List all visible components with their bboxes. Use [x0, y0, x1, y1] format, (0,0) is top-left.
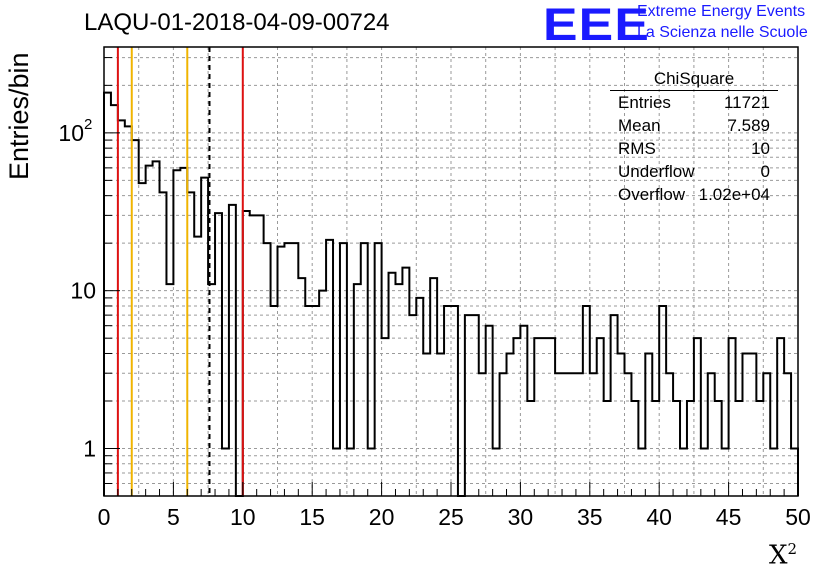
stats-key: Overflow	[618, 185, 686, 204]
x-axis-label-sup: 2	[787, 540, 798, 558]
eee-logo-mark: EEE	[543, 0, 651, 50]
stats-key: Entries	[618, 93, 671, 112]
y-axis-label: Entries/bin	[4, 52, 34, 180]
x-tick-label: 30	[508, 504, 534, 530]
stats-row: RMS 10	[610, 137, 778, 160]
stats-value: 0	[760, 162, 770, 181]
x-tick-label: 5	[167, 504, 180, 530]
x-tick-label: 20	[369, 504, 395, 530]
stats-row: Entries 11721	[610, 91, 778, 114]
logo-line-2: La Scienza nelle Scuole	[637, 24, 808, 41]
x-tick-label: 40	[646, 504, 672, 530]
stats-value: 1.02e+04	[698, 185, 770, 204]
stats-value: 7.589	[727, 116, 770, 135]
x-tick-label: 15	[299, 504, 325, 530]
stats-key: Underflow	[618, 162, 695, 181]
stats-key: Mean	[618, 116, 661, 135]
stats-box: ChiSquare Entries 11721 Mean 7.589 RMS 1…	[610, 68, 778, 206]
x-axis-label-main: X	[769, 540, 788, 571]
stats-title: ChiSquare	[610, 68, 778, 91]
stats-row: Overflow 1.02e+04	[610, 183, 778, 206]
x-tick-label: 10	[230, 504, 256, 530]
x-tick-label: 45	[716, 504, 742, 530]
stats-key: RMS	[618, 139, 656, 158]
logo-line-1: Extreme Energy Events	[637, 3, 806, 20]
chart-title: LAQU-01-2018-04-09-00724	[84, 9, 390, 36]
x-axis-label: X2	[769, 540, 797, 571]
y-tick-label-exponent: 2	[84, 116, 92, 133]
x-tick-label: 25	[438, 504, 464, 530]
stats-value: 10	[751, 139, 770, 158]
histogram-series	[103, 91, 799, 497]
y-tick-label: 10	[58, 120, 84, 146]
x-tick-label: 50	[785, 504, 811, 530]
y-tick-label: 1	[83, 435, 96, 461]
x-tick-label: 35	[577, 504, 603, 530]
x-tick-label: 0	[98, 504, 111, 530]
stats-row: Underflow 0	[610, 160, 778, 183]
y-tick-label: 10	[70, 278, 96, 304]
stats-row: Mean 7.589	[610, 114, 778, 137]
stats-value: 11721	[723, 93, 770, 112]
